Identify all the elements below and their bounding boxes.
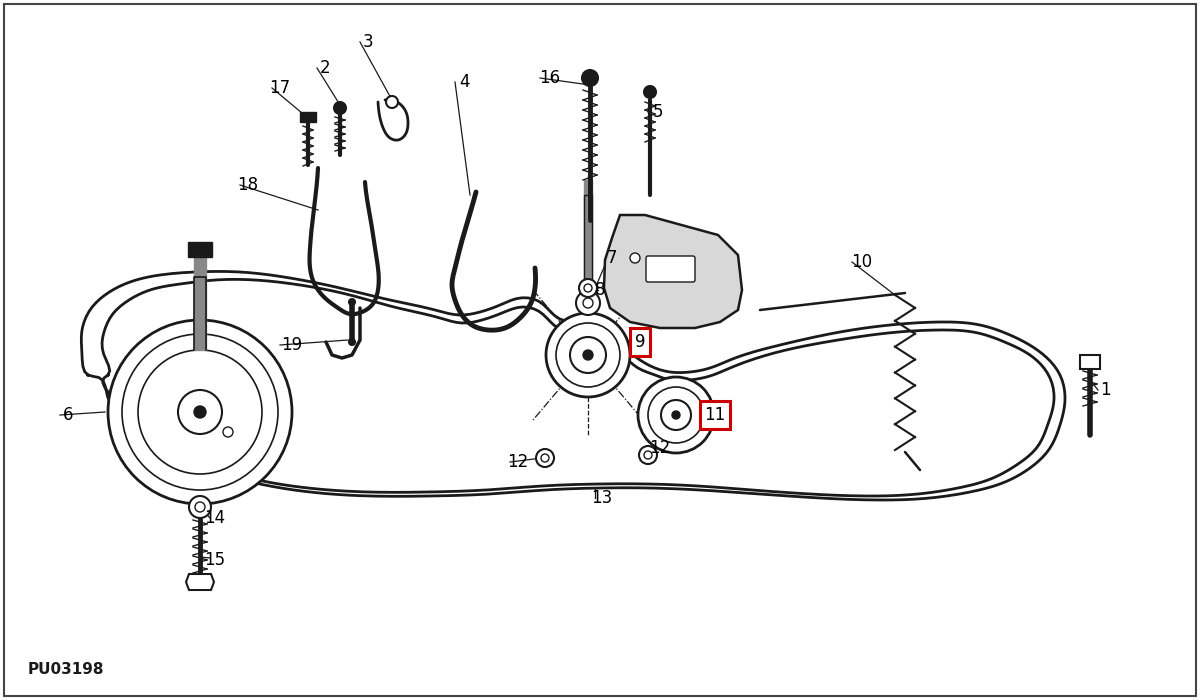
Text: PU03198: PU03198: [28, 662, 104, 678]
Circle shape: [630, 253, 640, 263]
Circle shape: [138, 350, 262, 474]
Text: 12: 12: [649, 439, 671, 457]
Circle shape: [536, 449, 554, 467]
Circle shape: [674, 263, 685, 273]
Circle shape: [580, 279, 598, 297]
Text: 15: 15: [204, 551, 226, 569]
Polygon shape: [1080, 355, 1100, 369]
Text: 4: 4: [460, 73, 470, 91]
Polygon shape: [194, 257, 206, 350]
Text: 7: 7: [607, 249, 617, 267]
Circle shape: [583, 350, 593, 360]
Text: 8: 8: [595, 281, 605, 299]
Circle shape: [661, 400, 691, 430]
FancyBboxPatch shape: [646, 256, 695, 282]
Circle shape: [108, 320, 292, 504]
Text: 12: 12: [508, 453, 529, 471]
Circle shape: [334, 102, 346, 114]
Text: 18: 18: [238, 176, 258, 194]
Circle shape: [582, 70, 598, 86]
Text: 14: 14: [204, 509, 226, 527]
Text: 10: 10: [852, 253, 872, 271]
Circle shape: [178, 390, 222, 434]
Circle shape: [546, 313, 630, 397]
Text: 19: 19: [282, 336, 302, 354]
Polygon shape: [300, 112, 316, 122]
Text: 11: 11: [704, 406, 726, 424]
Text: 5: 5: [653, 103, 664, 121]
Circle shape: [576, 291, 600, 315]
Text: 13: 13: [592, 489, 613, 507]
Text: 9: 9: [635, 333, 646, 351]
Circle shape: [194, 406, 206, 418]
Text: 1: 1: [1099, 381, 1110, 399]
Circle shape: [570, 337, 606, 373]
Circle shape: [190, 496, 211, 518]
Text: 2: 2: [319, 59, 330, 77]
Circle shape: [386, 96, 398, 108]
Circle shape: [640, 446, 658, 464]
Circle shape: [349, 339, 355, 345]
Text: 16: 16: [540, 69, 560, 87]
Polygon shape: [188, 242, 212, 257]
Text: 3: 3: [362, 33, 373, 51]
Polygon shape: [186, 574, 214, 590]
Text: 17: 17: [270, 79, 290, 97]
Circle shape: [349, 299, 355, 305]
Text: 6: 6: [62, 406, 73, 424]
Circle shape: [644, 86, 656, 98]
Circle shape: [638, 377, 714, 453]
Polygon shape: [584, 180, 592, 279]
Polygon shape: [604, 215, 742, 328]
Circle shape: [672, 411, 680, 419]
